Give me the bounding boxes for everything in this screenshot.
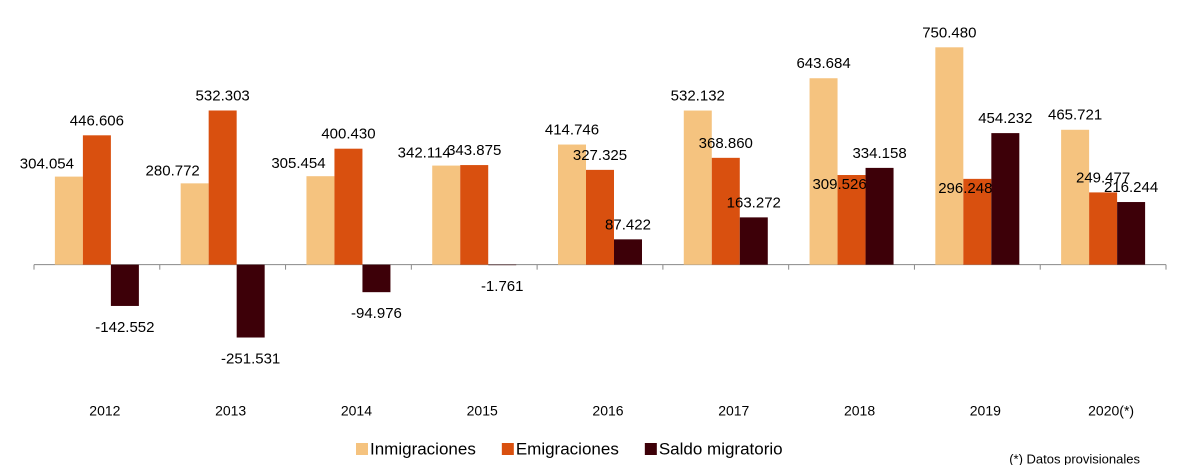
- value-label: 296.248: [938, 180, 992, 197]
- bar: [488, 264, 517, 266]
- bar: [963, 178, 992, 265]
- value-label: 309.526: [812, 176, 866, 193]
- bar: [208, 110, 237, 265]
- legend-label: Saldo migratorio: [659, 439, 783, 458]
- x-tick-label: 2020(*): [1088, 403, 1134, 419]
- value-label: 414.746: [545, 122, 599, 139]
- legend-swatch: [501, 443, 514, 455]
- bar: [460, 165, 489, 265]
- bar: [558, 144, 586, 265]
- bar: [82, 135, 111, 265]
- bar: [991, 133, 1020, 265]
- value-label: -1.761: [481, 278, 524, 295]
- bar: [935, 47, 964, 265]
- x-tick-label: 2016: [592, 403, 623, 419]
- bar: [306, 176, 335, 265]
- value-label: 87.422: [605, 216, 651, 233]
- value-label: 532.132: [671, 88, 725, 105]
- bar: [1061, 129, 1090, 265]
- value-label: 327.325: [573, 147, 627, 164]
- bar: [586, 169, 614, 265]
- value-label: 643.684: [796, 55, 850, 72]
- value-label: 343.875: [447, 142, 501, 159]
- bar: [236, 264, 265, 338]
- bar: [739, 217, 768, 265]
- value-label: -142.552: [95, 319, 154, 336]
- value-label: 368.860: [699, 135, 753, 152]
- bar: [110, 264, 139, 306]
- legend-label: Inmigraciones: [370, 439, 476, 458]
- x-tick-label: 2014: [341, 403, 372, 419]
- x-tick-label: 2013: [215, 403, 246, 419]
- bar: [837, 175, 866, 265]
- bar: [334, 148, 363, 265]
- value-label: 750.480: [922, 24, 976, 41]
- value-label: 446.606: [70, 112, 124, 129]
- x-tick-label: 2015: [467, 403, 498, 419]
- value-label: 216.244: [1104, 179, 1158, 196]
- value-label: 400.430: [321, 126, 375, 143]
- legend-swatch: [644, 443, 657, 455]
- value-label: -94.976: [351, 305, 402, 322]
- value-label: 342.114: [398, 145, 451, 162]
- value-label: 305.454: [271, 155, 325, 172]
- value-label: 334.158: [852, 145, 906, 162]
- bar: [683, 110, 712, 265]
- value-label: 280.772: [146, 162, 200, 179]
- bar: [432, 165, 461, 265]
- value-label: 532.303: [196, 87, 250, 104]
- bar: [1089, 192, 1118, 265]
- bar: [1117, 202, 1146, 265]
- bar: [809, 78, 838, 265]
- value-label: 249.477: [1076, 169, 1130, 186]
- x-tick-label: 2018: [844, 403, 875, 419]
- value-label: 163.272: [727, 194, 781, 211]
- bar: [614, 239, 642, 265]
- bar: [180, 183, 209, 265]
- x-tick-label: 2017: [718, 403, 749, 419]
- bar: [54, 176, 83, 265]
- value-label: 304.054: [20, 156, 74, 173]
- bar: [711, 157, 740, 265]
- footnote: (*) Datos provisionales: [1009, 451, 1140, 465]
- value-label: 454.232: [978, 110, 1032, 127]
- x-tick-label: 2019: [970, 403, 1001, 419]
- legend-swatch: [356, 443, 368, 455]
- value-label: -251.531: [221, 350, 280, 367]
- legend-label: Emigraciones: [516, 439, 619, 458]
- bar: [362, 264, 391, 293]
- x-tick-label: 2012: [89, 403, 120, 419]
- bar: [865, 167, 894, 265]
- value-label: 465.721: [1048, 107, 1102, 124]
